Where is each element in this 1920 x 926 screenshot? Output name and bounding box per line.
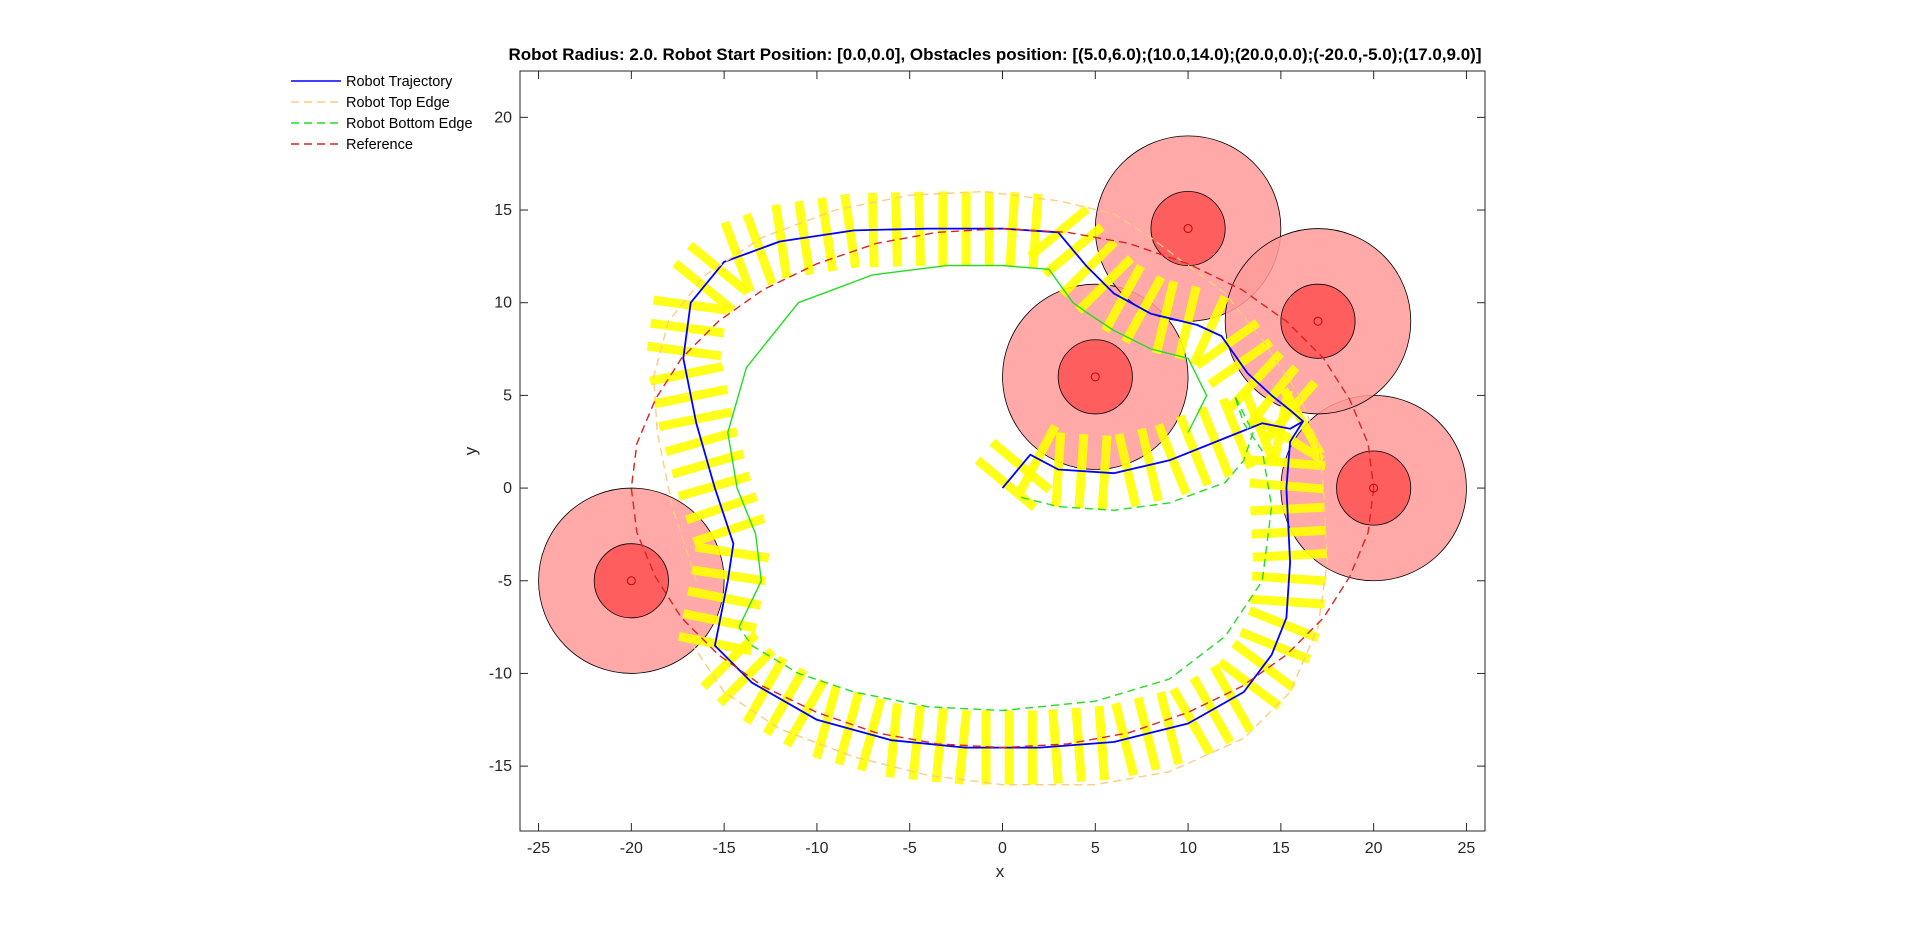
series-line-robot-trajectory	[682, 227, 1304, 749]
y-tick-label: -5	[498, 573, 512, 590]
y-tick-label: 5	[503, 387, 512, 404]
obstacle-center-marker-2	[1183, 224, 1193, 234]
y-tick-label: 10	[494, 295, 512, 312]
x-tick-label: 20	[1365, 840, 1383, 857]
y-tick-label: -15	[489, 758, 512, 775]
x-tick-label: 0	[998, 840, 1007, 857]
legend-label-robot-trajectory: Robot Trajectory	[346, 74, 453, 90]
y-axis-ticks: -15 -10 -5 0 5 10 15 20	[489, 109, 1485, 775]
series-line-bottom-edge-branch-3	[727, 264, 1208, 628]
y-tick-label: 20	[494, 109, 512, 126]
x-tick-label: 15	[1272, 840, 1290, 857]
y-tick-label: -10	[489, 665, 512, 682]
series-line-robot-top-edge	[652, 190, 1328, 786]
x-tick-label: -15	[713, 840, 736, 857]
obstacle-center-marker-3	[1369, 483, 1379, 493]
series-line-robot-bottom-edge	[738, 394, 1273, 712]
series-layer	[630, 190, 1375, 786]
obstacle-core-1	[1057, 339, 1133, 415]
obstacle-center-marker-5	[1313, 316, 1323, 326]
obstacle-core-4	[593, 543, 669, 619]
legend: Robot Trajectory Robot Top Edge Robot Bott…	[291, 74, 473, 153]
x-tick-label: 10	[1179, 840, 1197, 857]
obstacle-centers-layer	[626, 224, 1379, 586]
obstacles-layer	[538, 135, 1467, 674]
x-tick-label: -5	[903, 840, 917, 857]
series-line-reference	[630, 227, 1375, 749]
y-tick-label: 15	[494, 202, 512, 219]
x-tick-label: 25	[1458, 840, 1476, 857]
x-axis-label: x	[996, 862, 1005, 881]
legend-label-robot-bottom-edge: Robot Bottom Edge	[346, 116, 473, 132]
legend-label-reference: Reference	[346, 137, 413, 153]
x-axis-ticks: -25 -20 -15 -10 -5 0 5 10 15 20 25	[527, 71, 1475, 857]
x-tick-label: -25	[527, 840, 550, 857]
chart-title: Robot Radius: 2.0. Robot Start Position:…	[508, 45, 1481, 64]
obstacle-core-5	[1280, 283, 1356, 359]
x-tick-label: -10	[805, 840, 828, 857]
y-tick-label: 0	[503, 480, 512, 497]
x-tick-label: -20	[620, 840, 643, 857]
y-axis-label: y	[461, 446, 480, 455]
legend-label-robot-top-edge: Robot Top Edge	[346, 95, 450, 111]
obstacle-center-marker-1	[1090, 372, 1100, 382]
x-tick-label: 5	[1091, 840, 1100, 857]
obstacle-center-marker-4	[626, 576, 636, 586]
